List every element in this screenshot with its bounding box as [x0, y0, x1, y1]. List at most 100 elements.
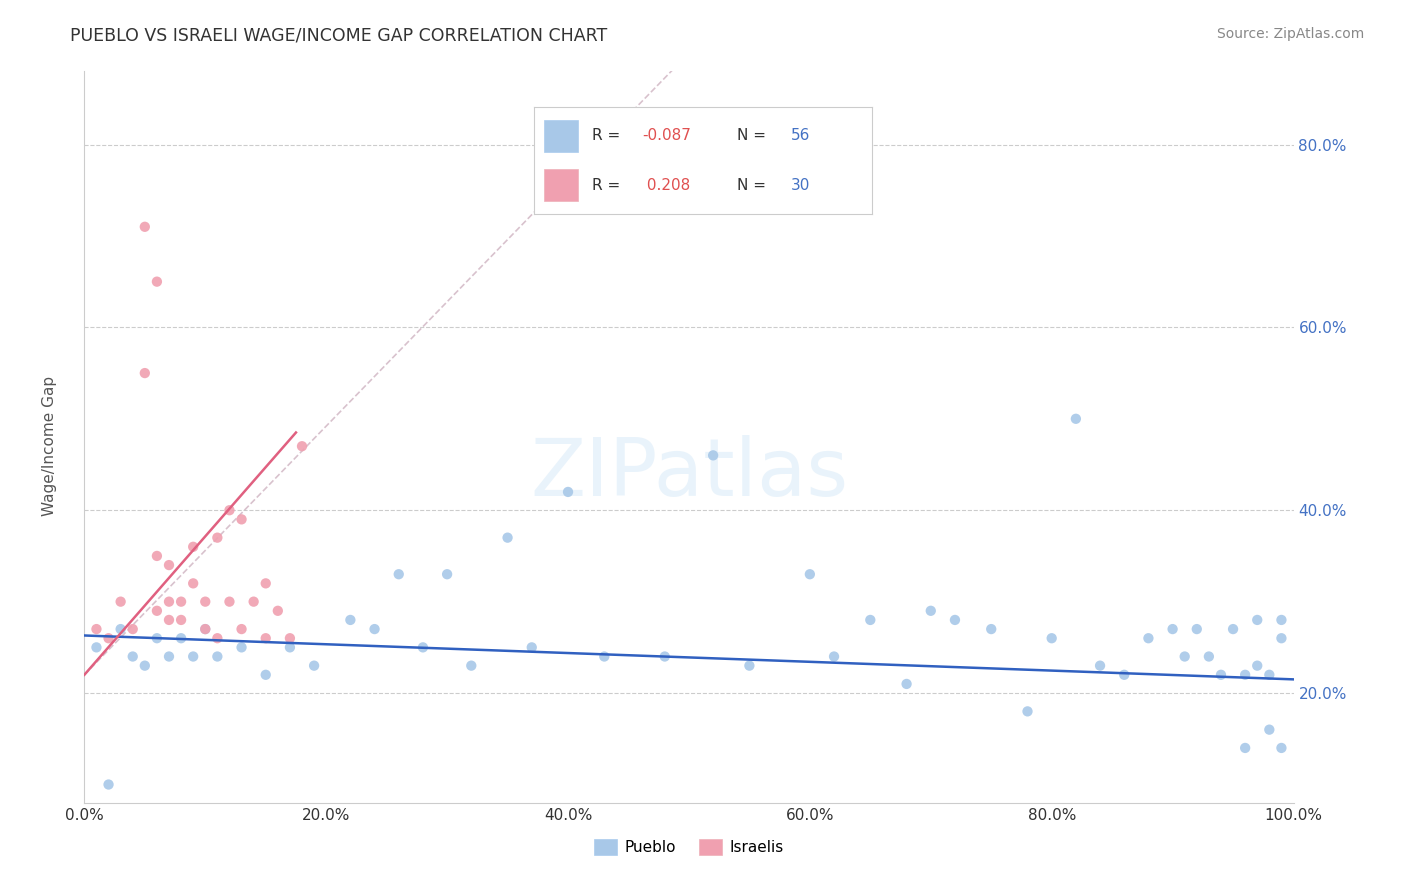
Point — [412, 640, 434, 655]
Point — [302, 658, 325, 673]
Point — [363, 622, 385, 636]
Point — [1064, 412, 1087, 426]
Point — [1246, 658, 1268, 673]
Point — [231, 512, 253, 526]
Point — [231, 622, 253, 636]
Point — [1017, 705, 1039, 719]
Point — [146, 632, 169, 646]
Text: N =: N = — [737, 178, 766, 193]
Point — [86, 622, 108, 636]
Text: N =: N = — [737, 128, 766, 144]
Bar — [544, 169, 578, 202]
Point — [254, 667, 277, 681]
Point — [194, 622, 217, 636]
Point — [896, 677, 918, 691]
Point — [823, 649, 845, 664]
Point — [920, 604, 942, 618]
Point — [231, 640, 253, 655]
Point — [146, 604, 169, 618]
Point — [170, 613, 193, 627]
Text: ZIPatlas: ZIPatlas — [530, 434, 848, 513]
Point — [1137, 632, 1160, 646]
Point — [97, 632, 120, 646]
Point — [799, 567, 821, 582]
Point — [110, 594, 132, 608]
Point — [194, 594, 217, 608]
Text: Wage/Income Gap: Wage/Income Gap — [42, 376, 56, 516]
Text: R =: R = — [592, 128, 620, 144]
Point — [218, 594, 240, 608]
Point — [97, 778, 120, 792]
Text: PUEBLO VS ISRAELI WAGE/INCOME GAP CORRELATION CHART: PUEBLO VS ISRAELI WAGE/INCOME GAP CORREL… — [70, 27, 607, 45]
Point — [460, 658, 482, 673]
Point — [1222, 622, 1244, 636]
Point — [557, 485, 579, 500]
Point — [1114, 667, 1136, 681]
Point — [1234, 667, 1257, 681]
Point — [520, 640, 543, 655]
Point — [1258, 667, 1281, 681]
Point — [593, 649, 616, 664]
Point — [134, 219, 156, 234]
Point — [157, 613, 180, 627]
Point — [738, 658, 761, 673]
Text: 56: 56 — [790, 128, 810, 144]
Point — [254, 576, 277, 591]
Point — [943, 613, 966, 627]
Point — [181, 649, 204, 664]
Text: 30: 30 — [790, 178, 810, 193]
Point — [170, 594, 193, 608]
Point — [1088, 658, 1111, 673]
Point — [242, 594, 264, 608]
Point — [86, 640, 108, 655]
Point — [110, 622, 132, 636]
Point — [436, 567, 458, 582]
Point — [170, 632, 193, 646]
Point — [1234, 740, 1257, 755]
Point — [134, 658, 156, 673]
Point — [181, 576, 204, 591]
Point — [1185, 622, 1208, 636]
Legend: Pueblo, Israelis: Pueblo, Israelis — [588, 833, 790, 861]
Point — [134, 366, 156, 380]
Point — [146, 549, 169, 563]
Point — [1198, 649, 1220, 664]
Point — [207, 531, 229, 545]
Text: -0.087: -0.087 — [643, 128, 692, 144]
Point — [278, 632, 301, 646]
Point — [194, 622, 217, 636]
Point — [1246, 613, 1268, 627]
Point — [702, 448, 724, 462]
Point — [1270, 632, 1292, 646]
Point — [1040, 632, 1063, 646]
Point — [859, 613, 882, 627]
Point — [254, 632, 277, 646]
Point — [181, 540, 204, 554]
Point — [1270, 740, 1292, 755]
Point — [1161, 622, 1184, 636]
Point — [1270, 613, 1292, 627]
Point — [121, 649, 143, 664]
Point — [157, 594, 180, 608]
Point — [496, 531, 519, 545]
Point — [267, 604, 290, 618]
Text: 0.208: 0.208 — [643, 178, 690, 193]
Point — [146, 275, 169, 289]
Point — [388, 567, 411, 582]
Point — [1174, 649, 1197, 664]
Text: R =: R = — [592, 178, 620, 193]
Bar — [544, 120, 578, 152]
Point — [654, 649, 676, 664]
Point — [157, 649, 180, 664]
Point — [980, 622, 1002, 636]
Point — [207, 632, 229, 646]
Point — [121, 622, 143, 636]
Point — [1209, 667, 1232, 681]
Point — [157, 558, 180, 573]
Point — [218, 503, 240, 517]
Point — [291, 439, 314, 453]
Text: Source: ZipAtlas.com: Source: ZipAtlas.com — [1216, 27, 1364, 41]
Point — [1258, 723, 1281, 737]
Point — [207, 649, 229, 664]
Point — [339, 613, 361, 627]
